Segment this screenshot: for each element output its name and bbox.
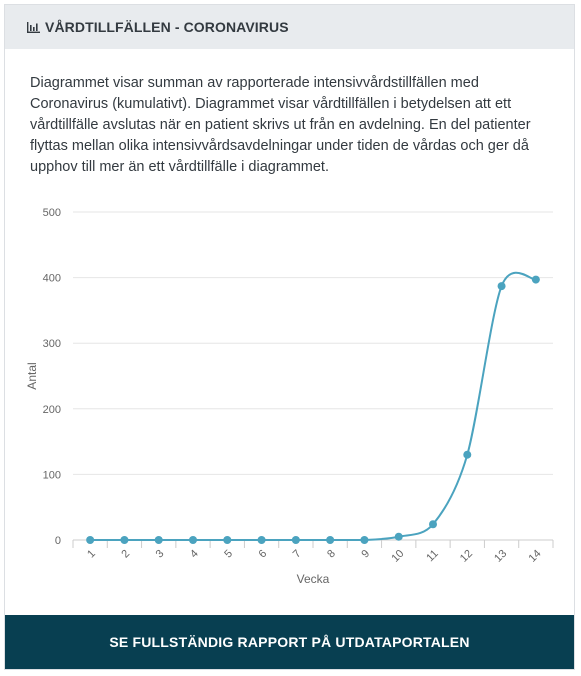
x-tick-label: 8 <box>325 548 338 561</box>
full-report-button[interactable]: SE FULLSTÄNDIG RAPPORT PÅ UTDATAPORTALEN <box>5 615 574 669</box>
x-tick-label: 7 <box>291 548 304 561</box>
full-report-button-label: SE FULLSTÄNDIG RAPPORT PÅ UTDATAPORTALEN <box>109 634 470 650</box>
x-tick-label: 13 <box>492 548 509 565</box>
data-point[interactable] <box>326 536 335 544</box>
x-tick-label: 12 <box>458 548 475 565</box>
data-point[interactable] <box>189 536 197 544</box>
y-axis-label: Antal <box>25 362 39 389</box>
x-axis: 1 2 3 4 5 6 7 8 9 10 11 12 13 14 <box>72 540 554 565</box>
x-tick-label: 4 <box>188 548 201 561</box>
card-header: VÅRDTILLFÄLLEN - CORONAVIRUS <box>5 5 574 49</box>
y-axis: 0 100 200 300 400 500 <box>43 207 61 547</box>
grid-lines <box>73 211 553 541</box>
x-tick-label: 3 <box>154 548 167 561</box>
bar-chart-icon <box>27 21 40 33</box>
y-tick-label: 100 <box>43 469 61 481</box>
data-point[interactable] <box>394 532 403 541</box>
data-point[interactable] <box>497 282 506 291</box>
data-point[interactable] <box>120 536 129 544</box>
y-tick-label: 300 <box>43 338 61 350</box>
x-tick-label: 11 <box>424 548 441 565</box>
series <box>86 271 540 544</box>
x-tick-label: 1 <box>85 548 98 561</box>
data-point[interactable] <box>291 536 300 544</box>
x-tick-label: 2 <box>119 548 132 561</box>
data-point[interactable] <box>257 536 266 544</box>
y-tick-label: 0 <box>55 535 61 547</box>
x-axis-label: Vecka <box>297 572 330 586</box>
x-tick-label: 6 <box>257 548 270 561</box>
chart-card: VÅRDTILLFÄLLEN - CORONAVIRUS Diagrammet … <box>4 4 575 670</box>
x-tick-label: 10 <box>389 548 406 565</box>
data-point[interactable] <box>360 536 369 544</box>
series-line <box>90 271 537 541</box>
data-point[interactable] <box>531 275 540 284</box>
y-tick-label: 400 <box>43 273 61 285</box>
x-tick-label: 9 <box>359 548 372 561</box>
x-tick-label: 5 <box>222 548 235 561</box>
data-point[interactable] <box>463 450 472 459</box>
y-tick-label: 200 <box>43 404 61 416</box>
data-point[interactable] <box>86 536 95 544</box>
card-title: VÅRDTILLFÄLLEN - CORONAVIRUS <box>45 19 289 35</box>
x-tick-label: 14 <box>526 548 543 565</box>
data-point[interactable] <box>429 520 437 529</box>
chart-description: Diagrammet visar summan av rapporterade … <box>30 75 531 175</box>
data-point[interactable] <box>154 536 163 544</box>
y-tick-label: 500 <box>43 207 61 219</box>
data-point[interactable] <box>223 536 232 544</box>
